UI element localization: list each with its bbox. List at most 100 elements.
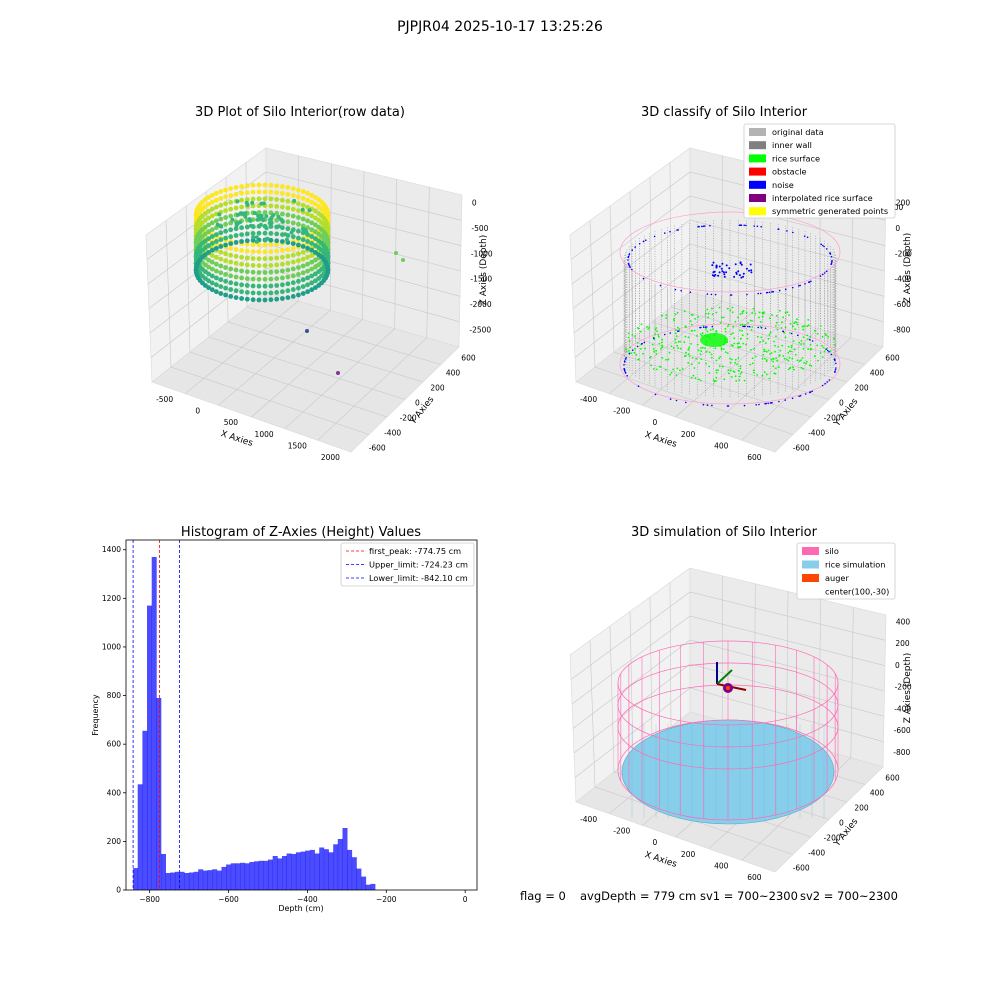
noise-point xyxy=(823,245,825,248)
tick-label-z: -1500 xyxy=(470,275,492,284)
rice-surface-point xyxy=(769,353,771,355)
rice-surface-point xyxy=(800,343,802,345)
noise-point xyxy=(790,332,793,335)
raw-point xyxy=(300,256,306,262)
rice-surface-point xyxy=(714,347,717,350)
rice-surface-point xyxy=(806,334,809,337)
rice-surface-point xyxy=(829,350,832,352)
rice-surface-point xyxy=(749,319,752,322)
noise-point xyxy=(720,267,723,270)
histogram-bar xyxy=(268,859,273,890)
rice-surface-point xyxy=(800,340,803,342)
raw-point xyxy=(223,208,229,214)
rice-surface-point xyxy=(739,324,742,327)
rice-surface-point xyxy=(701,332,704,335)
noise-point xyxy=(623,364,625,366)
noise-point xyxy=(624,370,626,372)
raw-point xyxy=(300,284,306,289)
noise-point xyxy=(703,225,706,227)
rice-surface-point xyxy=(727,372,730,375)
rice-surface-point xyxy=(683,310,686,313)
raw-point xyxy=(307,208,312,213)
raw-point xyxy=(296,265,301,270)
rice-surface-point xyxy=(661,338,664,341)
raw-point xyxy=(274,296,280,302)
panel2-grid xyxy=(570,155,886,441)
silo-ring xyxy=(617,662,839,748)
panel2-z-ticks: 200 0 -200 -400 -600 -800 xyxy=(893,199,912,335)
rice-surface-point xyxy=(719,321,722,324)
noise-point xyxy=(654,393,657,396)
rice-surface-point xyxy=(767,349,770,352)
panel4-title: 3D simulation of Silo Interior xyxy=(631,525,818,540)
rice-surface-point xyxy=(730,376,733,378)
rice-surface-point xyxy=(741,323,744,326)
raw-point xyxy=(256,182,262,188)
rice-surface-point xyxy=(649,356,651,359)
rice-surface-point xyxy=(656,330,658,332)
noise-point xyxy=(809,338,811,341)
rice-surface-point xyxy=(712,328,714,331)
auger-axis-y xyxy=(716,669,733,685)
rice-surface-point xyxy=(693,367,696,369)
histogram-bar xyxy=(165,873,171,890)
raw-point xyxy=(223,278,229,284)
rice-surface-point xyxy=(760,336,763,339)
noise-point xyxy=(824,382,826,385)
raw-point xyxy=(206,236,212,242)
histogram-bar xyxy=(361,876,367,890)
rice-surface-point xyxy=(661,341,663,344)
grid-line-z xyxy=(574,267,884,358)
rice-surface-point xyxy=(715,376,718,379)
raw-point xyxy=(309,213,315,219)
grid-line-z xyxy=(573,243,885,334)
rice-surface-point xyxy=(739,346,742,348)
raw-point xyxy=(228,273,234,279)
raw-point xyxy=(244,241,250,247)
raw-point xyxy=(309,259,315,265)
figure-suptitle: PJPJR04 2025-10-17 13:25:26 xyxy=(397,19,603,35)
noise-point xyxy=(764,327,767,330)
noise-point xyxy=(778,289,781,292)
raw-point xyxy=(290,259,296,265)
raw-point xyxy=(268,290,274,296)
legend-label: obstacle xyxy=(772,167,807,177)
legend-frame xyxy=(743,123,896,219)
raw-point xyxy=(300,196,306,201)
raw-point xyxy=(256,230,262,236)
raw-point xyxy=(290,220,296,226)
raw-point xyxy=(244,283,250,288)
rice-surface-point xyxy=(655,353,658,355)
raw-point xyxy=(217,212,222,217)
rice-surface-point xyxy=(636,342,639,344)
tick-label-z: -800 xyxy=(893,325,910,334)
tick-label-x: 1000 xyxy=(255,430,274,439)
rice-surface-point xyxy=(715,371,718,374)
raw-point xyxy=(274,190,280,196)
rice-surface-point xyxy=(665,314,668,316)
noise-point xyxy=(808,281,810,283)
rice-surface-point xyxy=(753,348,755,350)
noise-point xyxy=(756,225,759,228)
rice-surface-point xyxy=(742,310,745,312)
rice-surface-point xyxy=(833,344,836,346)
noise-point xyxy=(769,402,772,404)
rice-surface-point xyxy=(705,362,707,365)
panel2-legend: original data inner wall rice surface obsta… xyxy=(743,123,896,219)
raw-point xyxy=(267,221,272,226)
rice-surface-point xyxy=(730,333,733,336)
raw-point xyxy=(300,202,306,208)
rice-surface-point xyxy=(634,347,636,350)
raw-point xyxy=(296,187,301,193)
rice-surface-point xyxy=(819,352,822,354)
histogram-bar xyxy=(230,863,236,890)
raw-point xyxy=(214,261,219,267)
rice-surface-point xyxy=(704,312,707,315)
raw-point xyxy=(305,197,310,203)
noise-point xyxy=(830,255,833,258)
rice-surface-point xyxy=(708,351,711,354)
noise-point xyxy=(653,235,656,238)
histogram-bar xyxy=(351,857,357,890)
raw-point xyxy=(285,219,291,225)
noise-point xyxy=(799,284,801,287)
